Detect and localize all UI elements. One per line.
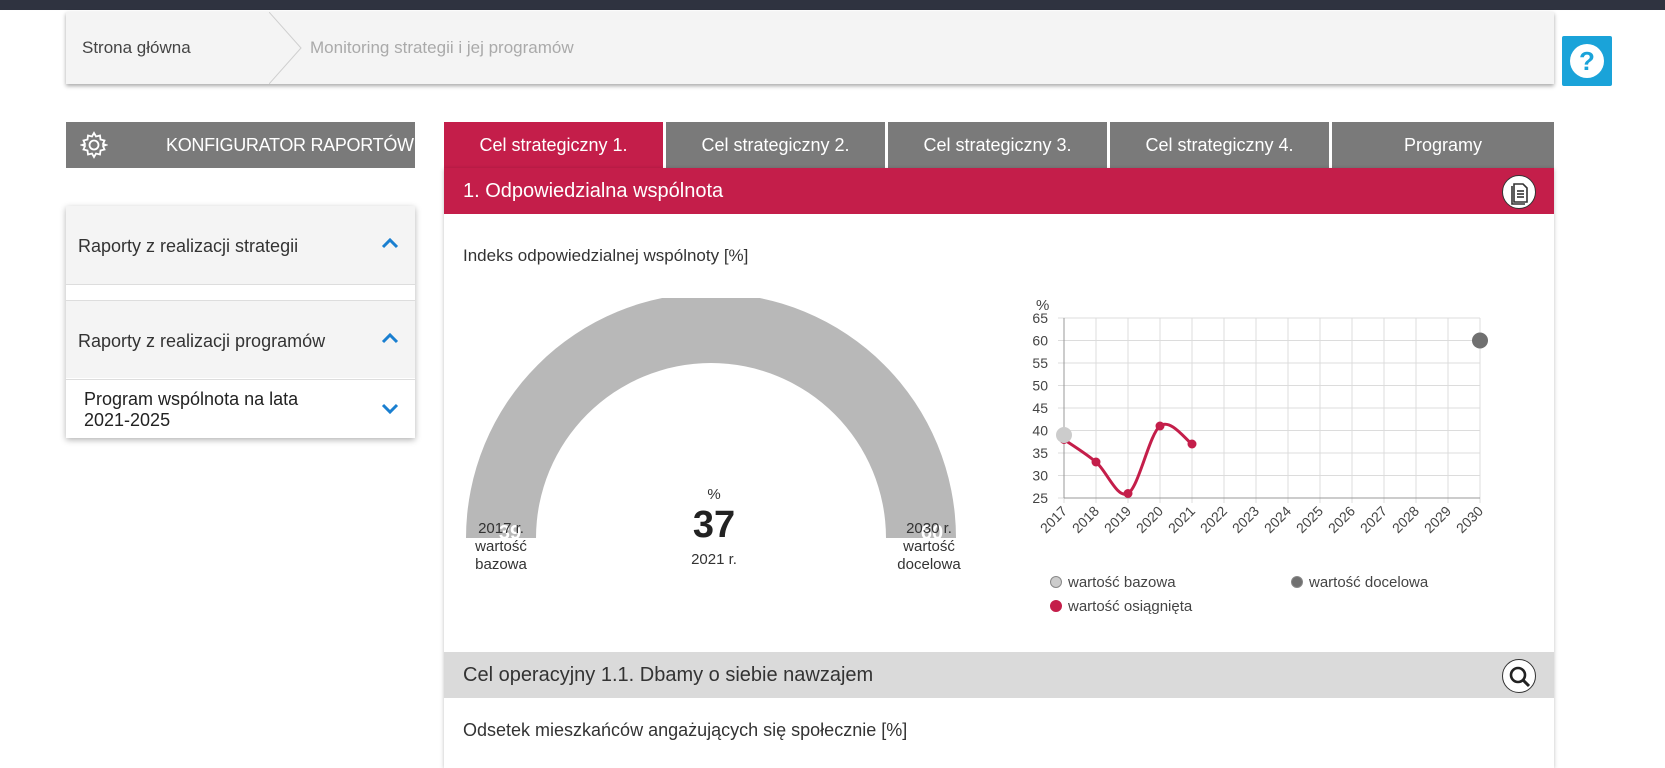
accordion-title: Raporty z realizacji programów xyxy=(78,331,326,351)
x-tick-label: 2022 xyxy=(1197,503,1230,536)
y-tick-label: 25 xyxy=(1032,490,1048,506)
tab-goal-2[interactable]: Cel strategiczny 2. xyxy=(666,122,885,168)
program-item-label: Program wspólnota na lata 2021-2025 xyxy=(84,389,299,430)
gauge-unit: % xyxy=(707,486,721,503)
y-tick-label: 50 xyxy=(1032,378,1048,394)
target-value-point xyxy=(1472,332,1488,349)
breadcrumb-separator xyxy=(269,12,302,84)
report-sidebar: Raporty z realizacji strategii Raporty z… xyxy=(66,206,415,438)
y-tick-label: 30 xyxy=(1032,468,1048,484)
x-tick-label: 2018 xyxy=(1069,503,1102,536)
y-tick-label: 65 xyxy=(1032,310,1048,326)
legend-base-dot xyxy=(1050,576,1062,588)
y-tick-label: 55 xyxy=(1032,355,1048,371)
legend-target: wartość docelowa xyxy=(1291,574,1428,591)
configurator-label: KONFIGURATOR RAPORTÓW xyxy=(166,135,414,155)
operational-goal-title: Cel operacyjny 1.1. Dbamy o siebie nawza… xyxy=(463,664,874,686)
x-tick-label: 2030 xyxy=(1453,503,1486,536)
x-tick-label: 2028 xyxy=(1389,503,1422,536)
x-tick-label: 2025 xyxy=(1293,503,1326,536)
gauge-base-value: 39 xyxy=(498,522,522,544)
achieved-point xyxy=(1155,421,1165,431)
legend-base: wartość bazowa xyxy=(1050,574,1176,591)
indicator-title: Indeks odpowiedzialnej wspólnoty [%] xyxy=(463,246,749,265)
chevron-up-icon xyxy=(381,332,399,344)
top-bar xyxy=(0,0,1665,10)
x-tick-label: 2023 xyxy=(1229,503,1262,536)
search-button[interactable] xyxy=(1502,659,1536,693)
breadcrumb-home-link[interactable]: Strona główna xyxy=(82,38,191,57)
x-tick-label: 2026 xyxy=(1325,503,1358,536)
accordion-strategy-reports[interactable]: Raporty z realizacji strategii xyxy=(66,206,415,284)
gauge-chart xyxy=(466,298,956,538)
legend-target-dot xyxy=(1291,576,1303,588)
breadcrumb: Strona główna Monitoring strategii i jej… xyxy=(66,12,1612,86)
report-configurator-button[interactable]: KONFIGURATOR RAPORTÓW xyxy=(66,122,415,168)
base-value-point xyxy=(1056,427,1072,443)
question-icon: ? xyxy=(1570,44,1604,78)
y-tick-label: 60 xyxy=(1032,333,1048,349)
tab-goal-4[interactable]: Cel strategiczny 4. xyxy=(1110,122,1329,168)
tab-goal-1[interactable]: Cel strategiczny 1. xyxy=(444,122,663,168)
x-tick-label: 2021 xyxy=(1165,503,1198,536)
legend-achieved-label: wartość osiągnięta xyxy=(1068,598,1193,615)
gauge-current-value: 37 xyxy=(692,504,736,546)
y-tick-label: 35 xyxy=(1032,445,1048,461)
x-tick-label: 2024 xyxy=(1261,503,1294,536)
sub-indicator-title: Odsetek mieszkańców angażujących się spo… xyxy=(463,720,908,740)
breadcrumb-current: Monitoring strategii i jej programów xyxy=(310,38,574,57)
strategic-goal-tabs: Cel strategiczny 1. Cel strategiczny 2. … xyxy=(444,122,1554,168)
y-tick-label: 40 xyxy=(1032,423,1048,439)
document-icon xyxy=(1511,183,1528,205)
goal-panel: 1. Odpowiedzialna wspólnota Indeks odpow… xyxy=(444,168,1554,768)
operational-goal-header: Cel operacyjny 1.1. Dbamy o siebie nawza… xyxy=(444,652,1554,698)
section-title: 1. Odpowiedzialna wspólnota xyxy=(463,180,724,202)
x-tick-label: 2019 xyxy=(1101,503,1134,536)
chevron-up-icon xyxy=(381,237,399,249)
program-item[interactable]: Program wspólnota na lata 2021-2025 xyxy=(66,379,415,438)
accordion-program-reports[interactable]: Raporty z realizacji programów xyxy=(66,300,415,378)
achieved-point xyxy=(1187,439,1197,449)
legend-achieved: wartość osiągnięta xyxy=(1050,598,1192,615)
achieved-point xyxy=(1091,457,1101,467)
accordion-body xyxy=(66,284,415,300)
x-tick-label: 2027 xyxy=(1357,503,1390,536)
gauge-base-caption: 2017 r. wartość bazowa xyxy=(475,520,527,573)
x-tick-label: 2029 xyxy=(1421,503,1454,536)
y-axis-label: % xyxy=(1036,297,1049,314)
achieved-point xyxy=(1123,489,1133,498)
help-button[interactable]: ? xyxy=(1562,36,1612,86)
gauge-current-year: 2021 r. xyxy=(691,551,737,568)
gauge-target-value: 60 xyxy=(920,522,944,544)
y-tick-label: 45 xyxy=(1032,400,1048,416)
trend-line-chart: 2530354045505560652017201820192020202120… xyxy=(1032,297,1488,536)
legend-base-label: wartość bazowa xyxy=(1068,574,1176,591)
legend-achieved-dot xyxy=(1050,600,1062,612)
tab-programs[interactable]: Programy xyxy=(1332,122,1554,168)
section-header: 1. Odpowiedzialna wspólnota xyxy=(444,168,1554,214)
gauge-target-caption: 2030 r. wartość docelowa xyxy=(897,520,961,573)
tab-goal-3[interactable]: Cel strategiczny 3. xyxy=(888,122,1107,168)
x-tick-label: 2017 xyxy=(1037,503,1070,536)
gauge-track xyxy=(466,298,956,538)
chevron-down-icon xyxy=(381,403,399,415)
search-icon xyxy=(1509,666,1531,688)
document-button[interactable] xyxy=(1502,175,1536,209)
x-tick-label: 2020 xyxy=(1133,503,1166,536)
legend-target-label: wartość docelowa xyxy=(1309,574,1429,591)
accordion-title: Raporty z realizacji strategii xyxy=(78,236,299,256)
gear-icon xyxy=(80,131,108,159)
